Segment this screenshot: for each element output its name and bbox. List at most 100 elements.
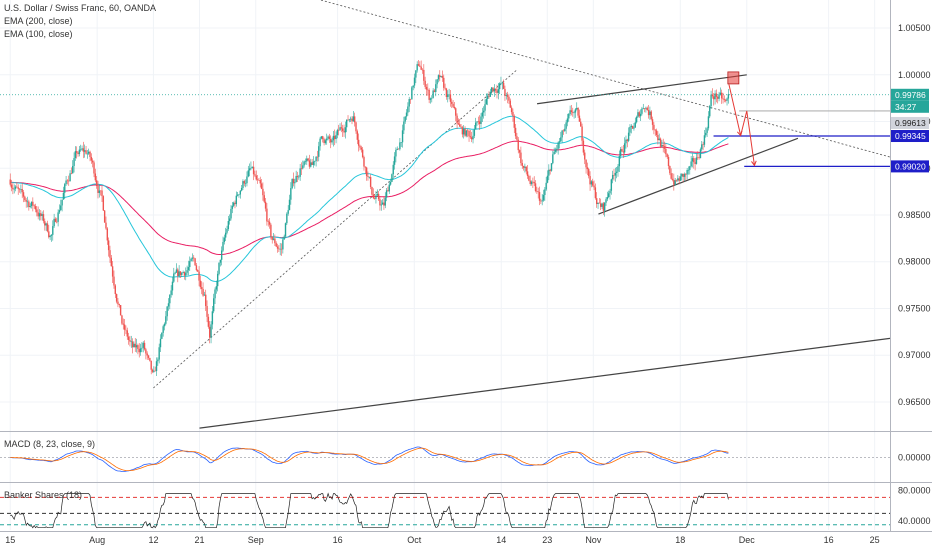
candle-body-199 xyxy=(274,238,276,244)
candle-body-146 xyxy=(203,294,206,296)
candle-body-462 xyxy=(623,143,626,153)
ema100-legend[interactable]: EMA (100, close) xyxy=(4,29,73,39)
candle-body-40 xyxy=(62,192,65,200)
candle-body-4 xyxy=(14,186,17,189)
candle-body-56 xyxy=(84,150,86,152)
candle-body-58 xyxy=(86,153,89,155)
candle-body-160 xyxy=(222,242,224,251)
candle-body-171 xyxy=(236,194,239,196)
candle-body-511 xyxy=(689,166,691,170)
last-price-tag: 0.99786 xyxy=(895,90,926,100)
candle-body-189 xyxy=(260,183,263,189)
candle-body-63 xyxy=(93,162,95,174)
candle-body-507 xyxy=(683,174,686,177)
candle-body-208 xyxy=(286,213,288,224)
uptrend-line xyxy=(153,69,517,389)
time-axis[interactable]: 15 Aug 12 21 Sep 16 Oct 14 23 Nov 18 Dec 16 25 xyxy=(5,535,879,545)
candle-body-174 xyxy=(240,187,243,191)
candle-body-364 xyxy=(493,88,496,92)
candle-body-38 xyxy=(60,205,62,211)
candle-body-272 xyxy=(371,186,373,195)
candle-body-99 xyxy=(141,347,143,349)
candle-body-348 xyxy=(472,135,474,140)
candle-body-522 xyxy=(703,135,706,145)
candle-body-94 xyxy=(134,343,136,348)
candle-body-248 xyxy=(339,127,341,131)
candle-body-510 xyxy=(687,169,690,171)
candle-body-365 xyxy=(494,88,497,91)
candle-body-32 xyxy=(52,226,54,235)
time-tick-5: 16 xyxy=(333,535,343,545)
candle-body-247 xyxy=(338,129,340,131)
candle-body-90 xyxy=(129,340,131,342)
candle-body-104 xyxy=(147,355,150,358)
candle-body-514 xyxy=(693,158,695,163)
candle-body-519 xyxy=(699,149,702,159)
candle-body-320 xyxy=(435,84,437,92)
candle-body-184 xyxy=(254,174,256,176)
candle-body-64 xyxy=(94,173,97,181)
candle-body-377 xyxy=(510,107,513,113)
projection-arrows[interactable] xyxy=(728,84,757,167)
candle-body-37 xyxy=(58,210,61,213)
candle-body-420 xyxy=(568,113,570,119)
level2-tag: 0.99020 xyxy=(895,161,926,171)
candle-body-226 xyxy=(310,162,312,167)
candle-body-358 xyxy=(485,98,488,105)
macd-legend[interactable]: MACD (8, 23, close, 9) xyxy=(4,439,96,449)
wedge-lower xyxy=(598,137,799,215)
candle-body-107 xyxy=(151,369,154,372)
candle-body-495 xyxy=(667,156,670,167)
candle-body-137 xyxy=(191,257,194,259)
candle-body-356 xyxy=(482,110,485,113)
candle-body-345 xyxy=(468,130,470,137)
candle-body-21 xyxy=(37,212,39,217)
level1-tag-bg xyxy=(891,130,929,143)
candle-body-485 xyxy=(654,129,656,131)
candle-body-36 xyxy=(57,212,59,222)
candle-body-359 xyxy=(486,96,489,99)
candle-body-330 xyxy=(448,94,450,96)
candle-body-425 xyxy=(574,109,577,113)
candle-body-106 xyxy=(150,360,152,370)
candle-body-412 xyxy=(557,142,559,149)
candle-body-313 xyxy=(425,86,428,90)
candle-body-30 xyxy=(49,235,51,238)
candle-body-144 xyxy=(201,287,203,289)
candle-body-281 xyxy=(383,202,385,206)
price-tags: 0.99786 34:27 0.99613 0.99345 0.99020 xyxy=(891,88,929,173)
candle-body-214 xyxy=(294,182,296,184)
candle-body-100 xyxy=(142,342,144,348)
candle-body-424 xyxy=(573,112,575,114)
banker-reference-lines xyxy=(0,496,890,526)
candle-body-53 xyxy=(80,149,82,151)
candle-body-289 xyxy=(393,156,396,165)
candle-body-102 xyxy=(145,349,147,354)
candle-body-235 xyxy=(322,136,324,140)
symbol-title[interactable]: U.S. Dollar / Swiss Franc, 60, OANDA xyxy=(4,3,157,13)
candle-body-451 xyxy=(609,190,611,194)
candle-body-342 xyxy=(464,128,466,136)
candle-body-294 xyxy=(400,142,402,143)
drawing-tools[interactable] xyxy=(0,0,891,429)
banker-shares-legend[interactable]: Banker Shares (18) xyxy=(4,490,83,500)
candle-body-351 xyxy=(476,121,478,123)
candle-body-52 xyxy=(78,149,81,155)
candle-body-246 xyxy=(336,129,339,136)
candle-body-103 xyxy=(146,353,148,356)
candle-body-0 xyxy=(9,179,11,185)
ema200-legend[interactable]: EMA (200, close) xyxy=(4,16,73,26)
candle-body-257 xyxy=(351,118,353,122)
candle-body-259 xyxy=(353,116,356,123)
candle-body-186 xyxy=(256,179,259,181)
candle-body-456 xyxy=(615,171,618,173)
candle-body-143 xyxy=(199,280,202,288)
candle-body-95 xyxy=(135,345,138,348)
candle-body-109 xyxy=(154,370,156,372)
candle-body-168 xyxy=(232,202,235,206)
candle-body-240 xyxy=(328,136,331,139)
candle-body-101 xyxy=(143,342,146,350)
macd-tick-0: 0.00000 xyxy=(898,453,931,463)
candle-body-336 xyxy=(456,115,458,124)
